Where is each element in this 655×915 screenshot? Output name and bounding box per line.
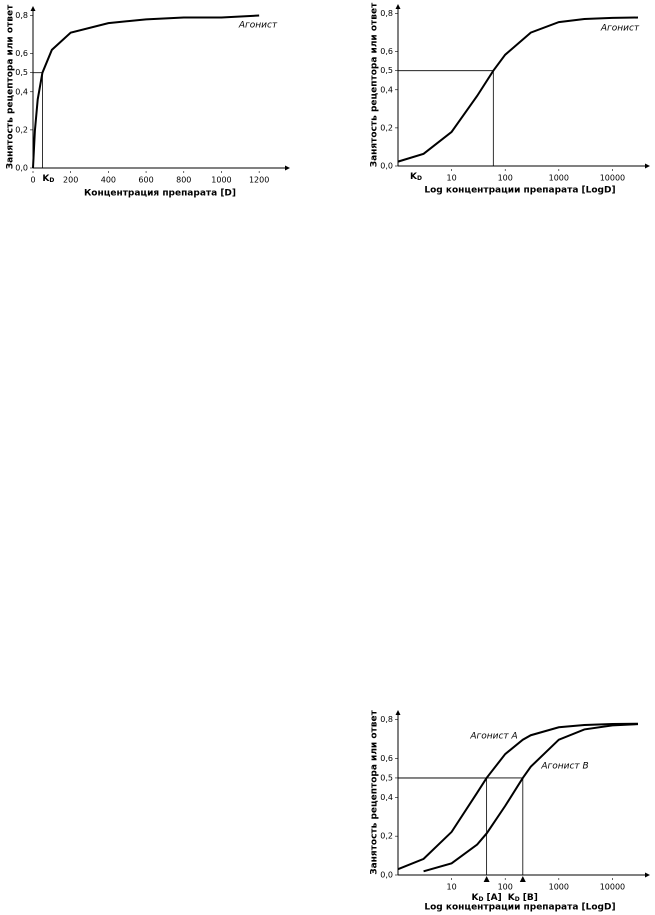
kd-suffix: [B] [523,893,538,903]
y-tick-label: 0,6 [380,47,393,56]
kd-label: KD [42,174,54,184]
x-tick-label: 400 [101,176,116,185]
y-axis-label: Занятость рецептора или ответ [370,709,380,874]
y-tick-label: 0,4 [380,793,393,802]
y-tick-label: 0,0 [380,871,393,880]
x-tick-label: 200 [63,176,78,185]
x-tick-label: 600 [138,176,153,185]
y-tick-label: 0,8 [380,9,393,18]
x-tick-label: 10000 [600,883,625,892]
curve [423,723,639,873]
y-axis-label: Занятость рецептора или ответ [370,2,380,167]
x-tick-label: 1000 [549,883,569,892]
y-tick-label: 0,2 [380,123,393,132]
x-tick-label: 0 [30,176,35,185]
kd-symbol: K [410,172,418,182]
x-tick-label: 10 [447,174,457,183]
x-tick-label: 100 [498,883,513,892]
x-tick-label: 100 [498,174,513,183]
kd-subscript: D [515,896,520,903]
x-tick-label: 1200 [249,176,269,185]
y-axis-arrow [30,6,36,11]
kd-suffix: [A] [487,893,502,903]
curve [32,14,260,169]
y-tick-label: 0,2 [15,125,28,134]
series-name: Агонист [238,21,278,31]
kd-marker [519,876,526,882]
y-tick-label: 0,5 [15,68,28,77]
y-tick-label: 0,2 [380,832,393,841]
y-tick-label: 0,4 [15,87,28,96]
y-tick-label: 0,0 [380,162,393,171]
y-tick-label: 0,6 [380,754,393,763]
series-name: Агонист А [469,732,517,742]
x-axis-label: Log концентрации препарата [LogD] [424,903,615,913]
x-axis-arrow [645,163,650,169]
kd-label: KD [A] [472,893,502,903]
kd-marker [483,876,490,882]
x-tick-label: 1000 [549,174,569,183]
y-tick-label: 0,8 [15,11,28,20]
kd-subscript: D [479,896,484,903]
kd-label: KD [410,172,422,182]
y-tick-label: 0,5 [380,773,393,782]
x-tick-label: 10000 [600,174,625,183]
series-name: Агонист В [540,762,588,772]
x-axis-label: Log концентрации препарата [LogD] [424,186,615,196]
x-axis-arrow [285,165,290,171]
x-axis-label: Концентрация препарата [D] [84,189,236,199]
series-name: Агонист [600,24,640,34]
x-tick-label: 10 [447,883,457,892]
y-axis-label: Занятость рецептора или ответ [6,4,16,169]
x-axis-arrow [645,872,650,878]
curve [397,722,639,871]
y-tick-label: 0,6 [15,49,28,58]
y-axis-arrow [395,4,401,9]
y-tick-label: 0,0 [15,164,28,173]
y-axis-arrow [395,710,401,715]
kd-label: KD [B] [508,893,538,903]
kd-symbol: K [42,174,50,184]
kd-symbol: K [508,893,516,903]
curve [397,16,639,163]
kd-symbol: K [472,893,480,903]
x-tick-label: 800 [176,176,191,185]
y-tick-label: 0,4 [380,85,393,94]
kd-subscript: D [417,175,422,182]
kd-subscript: D [49,177,54,184]
y-tick-label: 0,5 [380,66,393,75]
y-tick-label: 0,8 [380,715,393,724]
x-tick-label: 1000 [211,176,231,185]
